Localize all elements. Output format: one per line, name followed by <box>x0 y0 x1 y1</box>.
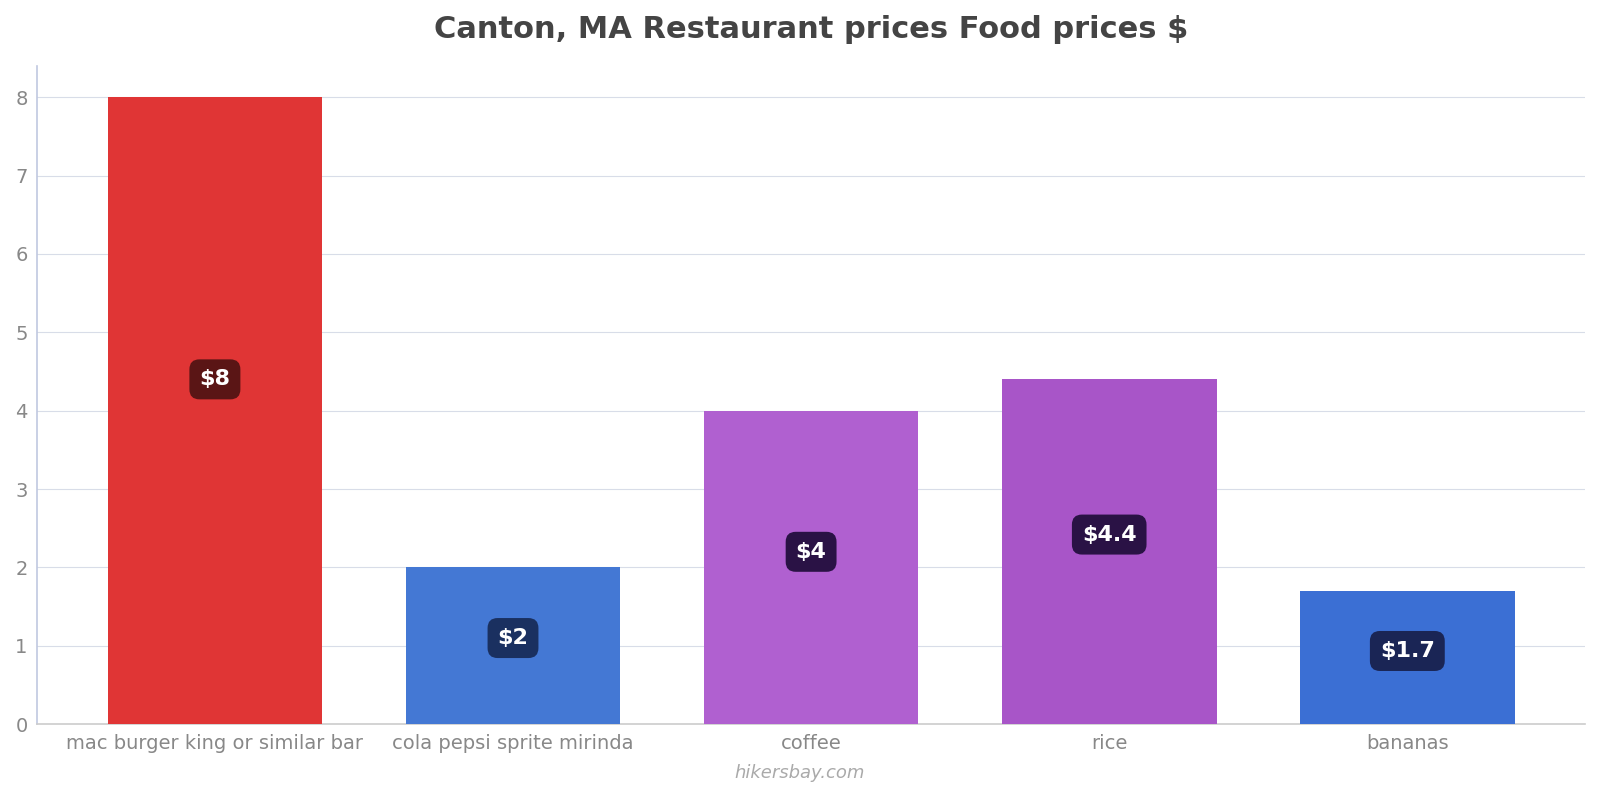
Text: $8: $8 <box>200 370 230 390</box>
Bar <box>1002 379 1216 724</box>
Text: $2: $2 <box>498 628 528 648</box>
Bar <box>704 410 918 724</box>
Text: $4.4: $4.4 <box>1082 525 1136 545</box>
Text: $1.7: $1.7 <box>1379 641 1435 661</box>
Title: Canton, MA Restaurant prices Food prices $: Canton, MA Restaurant prices Food prices… <box>434 15 1189 44</box>
Bar <box>107 97 322 724</box>
Text: hikersbay.com: hikersbay.com <box>734 765 866 782</box>
Bar <box>1301 591 1515 724</box>
Text: $4: $4 <box>795 542 827 562</box>
Bar <box>406 567 621 724</box>
